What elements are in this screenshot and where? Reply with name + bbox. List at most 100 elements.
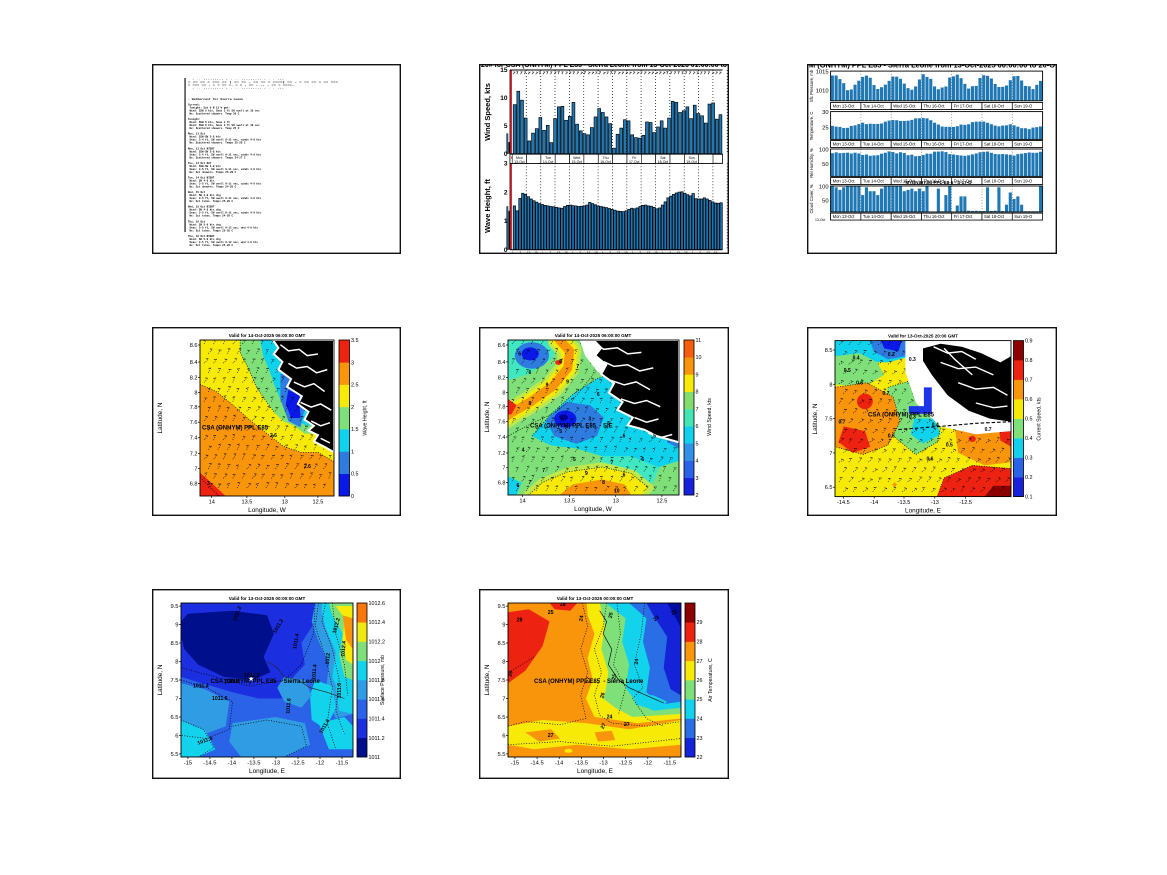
svg-text:28: 28 <box>697 640 703 646</box>
svg-text:6: 6 <box>641 457 644 463</box>
svg-text:Wed 15-Oct: Wed 15-Oct <box>893 214 916 219</box>
svg-text:Fri 17-Oct: Fri 17-Oct <box>954 214 973 219</box>
svg-text:0.6: 0.6 <box>856 380 863 386</box>
svg-text:0.2: 0.2 <box>1025 475 1033 481</box>
svg-text:1010: 1010 <box>816 89 829 95</box>
svg-text:1011.6: 1011.6 <box>212 696 228 702</box>
svg-text:3: 3 <box>207 481 210 487</box>
svg-text:= === == - = = == =- = = - ==: = === == - = = == =- = = - == - -- - == … <box>188 84 295 87</box>
svg-text:Longitude, E: Longitude, E <box>577 768 613 775</box>
svg-text:25: 25 <box>611 674 618 681</box>
svg-text:6: 6 <box>623 472 626 478</box>
svg-text:Mon 13-Oct: Mon 13-Oct <box>833 104 856 109</box>
svg-text:0: 0 <box>504 247 508 254</box>
svg-text:0.4: 0.4 <box>932 422 939 428</box>
svg-text:1: 1 <box>542 250 544 254</box>
svg-text:7: 7 <box>576 364 579 370</box>
svg-text:13.5: 13.5 <box>241 500 252 506</box>
svg-text:Seas: 3-5 ft, SW swell 9-11 se: Seas: 3-5 ft, SW swell 9-11 sec, winds 4… <box>190 211 262 215</box>
svg-text:Wind: SSW-SW 5-8 kts: Wind: SSW-SW 5-8 kts <box>190 149 222 153</box>
svg-text:Latitude, N: Latitude, N <box>157 664 164 695</box>
svg-text:Wind: SSW 6 kts, Seas 3 ft SW: Wind: SSW 6 kts, Seas 3 ft SW swell at 1… <box>190 123 260 127</box>
svg-text:-14.5: -14.5 <box>203 761 216 767</box>
svg-text:0.3: 0.3 <box>1025 456 1033 462</box>
svg-text:19: 19 <box>684 250 688 254</box>
svg-text:7.6: 7.6 <box>190 420 198 426</box>
svg-text:12.5: 12.5 <box>656 499 667 505</box>
svg-text:0.5: 0.5 <box>946 443 953 449</box>
svg-text:0.3: 0.3 <box>909 415 916 421</box>
svg-text:25: 25 <box>548 610 554 616</box>
svg-text:CSA (ONHYM) PPL E85: CSA (ONHYM) PPL E85 <box>868 413 935 419</box>
svg-text:Wind: SSW-SW 5-8 kts: Wind: SSW-SW 5-8 kts <box>190 135 222 139</box>
svg-text:15: 15 <box>500 67 508 74</box>
svg-text:1012.2: 1012.2 <box>369 640 386 646</box>
svg-text:Wx: Sct tstms. Temps 25-28 C: Wx: Sct tstms. Temps 25-28 C <box>190 200 234 203</box>
svg-text:Longitude, E: Longitude, E <box>249 768 285 775</box>
svg-text:Wed, 15 Oct NIGHT: Wed, 15 Oct NIGHT <box>188 205 215 209</box>
svg-text:9: 9 <box>696 372 699 378</box>
svg-text:24: 24 <box>578 615 585 622</box>
svg-text:-15: -15 <box>511 761 519 767</box>
svg-text:7: 7 <box>696 407 699 413</box>
svg-text:0.8: 0.8 <box>1025 358 1033 364</box>
svg-text:19-Oct: 19-Oct <box>686 160 697 164</box>
svg-text:100: 100 <box>819 185 829 191</box>
svg-text:Wx: Scattered showers. Temp 26: Wx: Scattered showers. Temp 26 C <box>190 112 240 116</box>
svg-text:Tonight:: Tonight: <box>188 117 200 121</box>
svg-text:23: 23 <box>652 615 660 623</box>
svg-text:Wx: Scattered showers. Temp 25: Wx: Scattered showers. Temp 25 C <box>190 126 240 130</box>
svg-text:Thu: Thu <box>602 156 608 160</box>
svg-text:Longitude, W: Longitude, W <box>574 506 613 513</box>
svg-text:6: 6 <box>623 434 626 440</box>
svg-text:7: 7 <box>699 250 701 254</box>
svg-text:-12.5: -12.5 <box>959 500 972 506</box>
svg-text:11: 11 <box>696 338 702 344</box>
svg-text:Wed 15-Oct: Wed 15-Oct <box>893 104 916 109</box>
svg-text:Wx: Scattered showers. Temps 2: Wx: Scattered showers. Temps 25-29 C <box>190 141 246 145</box>
svg-text:2.5: 2.5 <box>351 383 359 389</box>
svg-text:10: 10 <box>500 95 508 102</box>
svg-text:Tue 14-Oct: Tue 14-Oct <box>863 179 885 184</box>
svg-text:19: 19 <box>564 250 568 254</box>
svg-text:7.5: 7.5 <box>497 678 505 684</box>
svg-text:3: 3 <box>351 360 354 366</box>
svg-text:1011.4: 1011.4 <box>311 664 318 680</box>
svg-text:Thu 16-Oct: Thu 16-Oct <box>924 214 946 219</box>
svg-text:8.4: 8.4 <box>498 360 506 366</box>
svg-text:7: 7 <box>669 250 671 254</box>
svg-text:6.5: 6.5 <box>170 715 178 721</box>
svg-text:Sun: Sun <box>688 156 694 160</box>
svg-text:13: 13 <box>587 250 591 254</box>
svg-text:25: 25 <box>608 612 615 619</box>
svg-text:4: 4 <box>696 459 699 465</box>
svg-text:1011.6: 1011.6 <box>337 683 343 699</box>
svg-text:0.5: 0.5 <box>351 472 359 478</box>
svg-text:Wind: SW 5-9 kts chg: Wind: SW 5-9 kts chg <box>190 237 222 241</box>
svg-text:- Wathercast for Sierra Leone: - Wathercast for Sierra Leone <box>188 97 244 101</box>
svg-text:7: 7 <box>502 697 505 703</box>
svg-text:2: 2 <box>696 493 699 499</box>
svg-text:30: 30 <box>822 110 828 116</box>
svg-text:= == == = === == | == == - ==: = == == = === == | == == - == == = ===={… <box>188 81 339 84</box>
svg-text:7.6: 7.6 <box>498 420 506 426</box>
svg-text:7.2: 7.2 <box>498 451 506 457</box>
svg-text:1: 1 <box>351 449 354 455</box>
svg-text:14: 14 <box>519 499 525 505</box>
svg-text:8: 8 <box>175 660 178 666</box>
svg-text:1011.2: 1011.2 <box>244 673 260 679</box>
svg-text:Longitude, W: Longitude, W <box>248 507 287 514</box>
svg-text:13: 13 <box>707 250 711 254</box>
svg-text:1.5: 1.5 <box>351 427 359 433</box>
svg-text:1012.6: 1012.6 <box>369 601 386 607</box>
svg-text:23: 23 <box>697 736 703 742</box>
svg-text:10: 10 <box>614 489 620 495</box>
svg-text:1: 1 <box>662 250 664 254</box>
svg-text:Fri 17-Oct: Fri 17-Oct <box>954 179 973 184</box>
svg-text:8: 8 <box>194 391 197 397</box>
svg-text:1: 1 <box>632 250 634 254</box>
svg-text:3: 3 <box>588 417 591 423</box>
svg-text:13-Oct: 13-Oct <box>514 160 525 164</box>
svg-text:Wx: Scattered showers. Temps 2: Wx: Scattered showers. Temps 24-27 C <box>190 155 246 159</box>
svg-text:Latitude, N: Latitude, N <box>484 401 491 432</box>
